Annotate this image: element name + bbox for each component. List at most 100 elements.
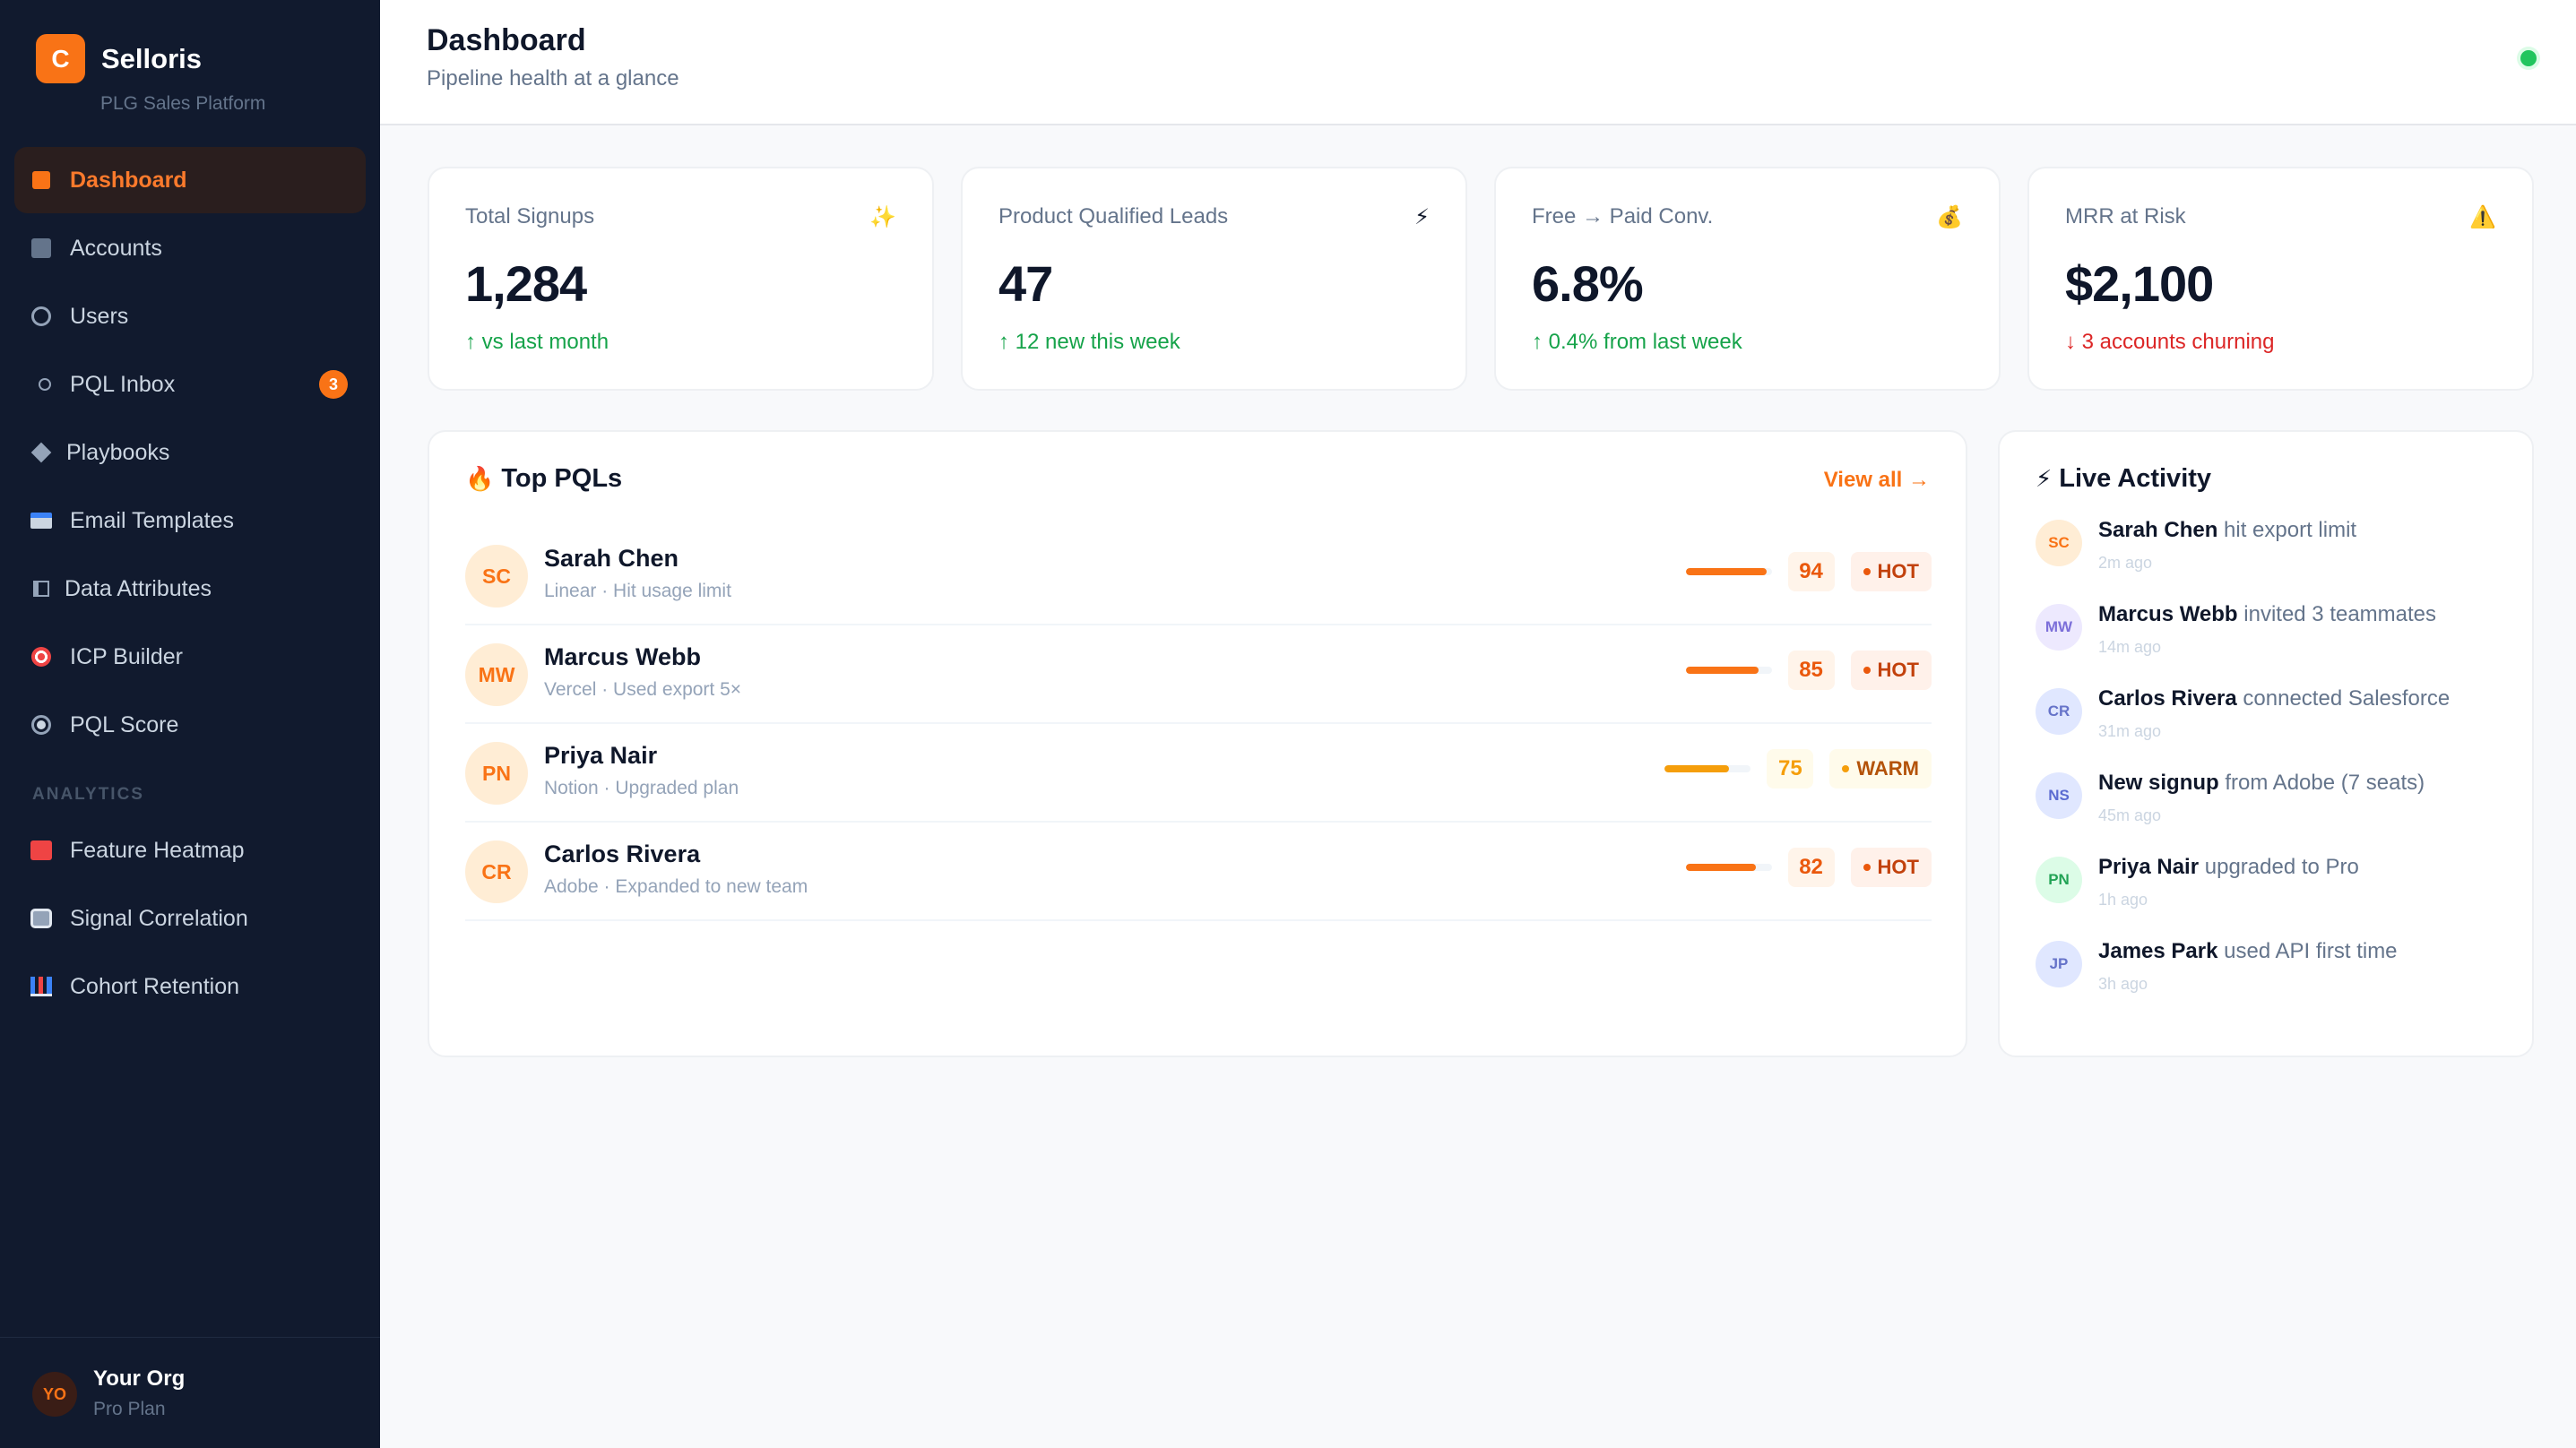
sidebar-item-users[interactable]: Users <box>14 283 366 349</box>
sidebar-item-label: Dashboard <box>70 167 187 193</box>
sidebar-item-accounts[interactable]: Accounts <box>14 215 366 281</box>
pql-row[interactable]: SC Sarah Chen Linear · Hit usage limit 9… <box>465 527 1932 625</box>
sidebar: C Selloris PLG Sales Platform Dashboard … <box>0 0 380 1448</box>
activity-actor: Carlos Rivera <box>2098 686 2237 711</box>
top-pqls-title: 🔥 Top PQLs <box>465 464 622 494</box>
avatar: SC <box>2036 520 2082 566</box>
sidebar-item-icp-builder[interactable]: ICP Builder <box>14 624 366 690</box>
pql-inbox-count-badge: 3 <box>319 370 348 399</box>
stat-label: Total Signups <box>465 204 595 228</box>
activity-item[interactable]: SC Sarah Chen hit export limit 2m ago <box>2036 518 2502 602</box>
envelope-icon <box>30 510 52 531</box>
stat-label: Free → Paid Conv. <box>1532 204 1714 228</box>
money-bag-icon: 💰 <box>1936 205 1963 229</box>
stat-label: Product Qualified Leads <box>998 204 1229 228</box>
status-badge: WARM <box>1829 749 1932 789</box>
sidebar-item-label: Playbooks <box>66 439 170 465</box>
activity-time: 1h ago <box>2098 891 2148 909</box>
activity-text: Carlos Rivera connected Salesforce <box>2098 686 2450 711</box>
activity-time: 2m ago <box>2098 554 2153 572</box>
sidebar-item-signal-correlation[interactable]: Signal Correlation <box>14 885 366 952</box>
pql-meta: Adobe · Expanded to new team <box>544 876 808 897</box>
page-header: Dashboard Pipeline health at a glance <box>380 0 2576 125</box>
status-badge-label: HOT <box>1877 659 1919 681</box>
pql-meta: Notion · Upgraded plan <box>544 778 739 798</box>
sidebar-item-label: Email Templates <box>70 507 234 533</box>
stat-card-conversion: Free → Paid Conv. 💰 6.8% ↑ 0.4% from las… <box>1494 167 2001 391</box>
dashboard-square-icon <box>30 169 52 191</box>
activity-item[interactable]: MW Marcus Webb invited 3 teammates 14m ago <box>2036 602 2502 686</box>
stat-value: 1,284 <box>465 255 587 312</box>
activity-time: 45m ago <box>2098 806 2162 824</box>
activity-item[interactable]: NS New signup from Adobe (7 seats) 45m ago <box>2036 771 2502 855</box>
activity-item[interactable]: CR Carlos Rivera connected Salesforce 31m … <box>2036 686 2502 771</box>
top-pqls-card: 🔥 Top PQLs View all → SC Sarah Chen Line… <box>428 430 1967 1057</box>
activity-text: Marcus Webb invited 3 teammates <box>2098 602 2436 627</box>
pql-name: Sarah Chen <box>544 545 679 572</box>
activity-time: 14m ago <box>2098 638 2162 656</box>
warning-icon: ⚠️ <box>2469 205 2496 229</box>
pql-name: Carlos Rivera <box>544 840 701 867</box>
pql-row[interactable]: PN Priya Nair Notion · Upgraded plan 75 … <box>465 724 1932 823</box>
inbox-circle-icon <box>34 374 56 395</box>
activity-actor: Sarah Chen <box>2098 518 2218 542</box>
diamond-icon <box>30 442 52 463</box>
view-all-link[interactable]: View all → <box>1823 468 1930 492</box>
activity-text: James Park used API first time <box>2098 939 2398 964</box>
users-ring-icon <box>30 306 52 327</box>
brand-tagline: PLG Sales Platform <box>100 93 266 114</box>
sidebar-item-playbooks[interactable]: Playbooks <box>14 419 366 486</box>
sidebar-item-dashboard[interactable]: Dashboard <box>14 147 366 213</box>
status-badge: HOT <box>1850 552 1932 591</box>
avatar: MW <box>2036 604 2082 651</box>
status-badge: HOT <box>1850 848 1932 887</box>
radio-dot-icon <box>30 714 52 736</box>
lightning-icon: ⚡ <box>1414 205 1430 229</box>
card-title-text: Top PQLs <box>501 464 623 493</box>
brand[interactable]: C Selloris <box>36 34 202 83</box>
sidebar-item-label: Data Attributes <box>65 575 212 601</box>
pql-row[interactable]: MW Marcus Webb Vercel · Used export 5× 8… <box>465 625 1932 724</box>
activity-text: Priya Nair upgraded to Pro <box>2098 855 2359 880</box>
activity-time: 31m ago <box>2098 722 2162 740</box>
score-bar-fill <box>1685 864 1757 871</box>
sidebar-item-pql-inbox[interactable]: PQL Inbox 3 <box>14 351 366 418</box>
sidebar-item-data-attributes[interactable]: Data Attributes <box>14 556 366 622</box>
heatmap-icon <box>30 840 52 861</box>
stat-value: 47 <box>998 255 1053 312</box>
sidebar-item-label: Feature Heatmap <box>70 837 245 863</box>
activity-text: Sarah Chen hit export limit <box>2098 518 2356 543</box>
sidebar-item-label: Accounts <box>70 235 162 261</box>
stat-delta: ↑ 0.4% from last week <box>1532 330 1742 354</box>
status-badge-label: HOT <box>1877 856 1919 878</box>
activity-actor: Priya Nair <box>2098 855 2200 879</box>
score-bar <box>1685 568 1772 575</box>
columns-icon <box>30 578 52 599</box>
score-bar-fill <box>1685 667 1759 674</box>
sidebar-item-label: Users <box>70 303 129 329</box>
org-switcher[interactable]: YO Your Org Pro Plan <box>0 1337 380 1448</box>
avatar: PN <box>2036 857 2082 903</box>
activity-action: invited 3 teammates <box>2237 602 2437 626</box>
pql-row[interactable]: CR Carlos Rivera Adobe · Expanded to new… <box>465 823 1932 921</box>
status-badge-label: HOT <box>1877 560 1919 582</box>
sidebar-item-label: Signal Correlation <box>70 905 248 931</box>
sidebar-item-feature-heatmap[interactable]: Feature Heatmap <box>14 817 366 883</box>
score-bar-fill <box>1664 765 1730 772</box>
sparkles-icon: ✨ <box>869 205 896 229</box>
stat-label: MRR at Risk <box>2065 204 2186 228</box>
org-plan: Pro Plan <box>93 1399 166 1419</box>
avatar: NS <box>2036 772 2082 819</box>
activity-item[interactable]: JP James Park used API first time 3h ago <box>2036 939 2502 1023</box>
stat-delta: ↓ 3 accounts churning <box>2065 330 2275 354</box>
sidebar-item-email-templates[interactable]: Email Templates <box>14 487 366 554</box>
org-name: Your Org <box>93 1366 186 1391</box>
activity-actor: Marcus Webb <box>2098 602 2238 626</box>
status-indicator <box>2520 50 2537 66</box>
stat-delta: ↑ vs last month <box>465 330 609 354</box>
sidebar-item-label: ICP Builder <box>70 643 183 669</box>
sidebar-item-cohort-retention[interactable]: Cohort Retention <box>14 953 366 1020</box>
sidebar-item-pql-score[interactable]: PQL Score <box>14 692 366 758</box>
activity-item[interactable]: PN Priya Nair upgraded to Pro 1h ago <box>2036 855 2502 939</box>
avatar: JP <box>2036 941 2082 987</box>
